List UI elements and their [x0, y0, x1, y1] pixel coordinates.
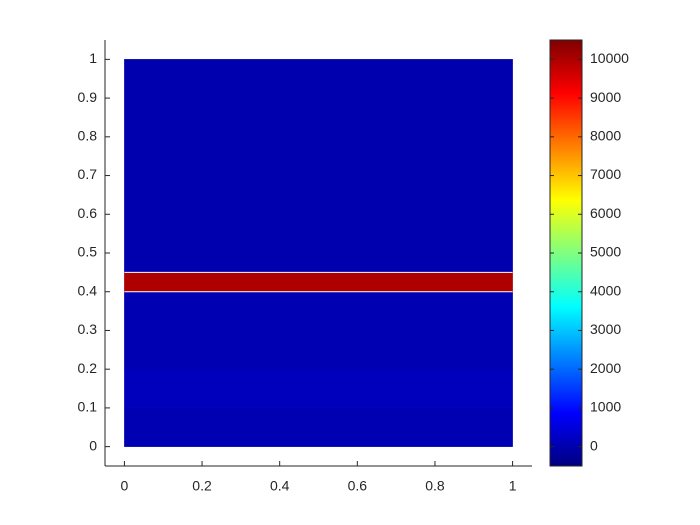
y-tick-label: 0.5: [78, 244, 98, 260]
x-tick-label: 0: [121, 478, 129, 494]
x-tick-label: 1: [509, 478, 517, 494]
y-tick-label: 0.1: [78, 399, 98, 415]
y-tick-label: 0.9: [78, 89, 98, 105]
y-tick-label: 0.6: [78, 205, 98, 221]
heat-band: [124, 291, 513, 370]
y-tick-label: 0.4: [78, 282, 98, 298]
heat-band: [124, 59, 513, 273]
y-tick-label: 0.7: [78, 166, 98, 182]
colorbar-tick-label: 3000: [590, 321, 621, 337]
x-tick-label: 0.6: [348, 478, 368, 494]
y-tick-label: 0.3: [78, 321, 98, 337]
y-tick-label: 1: [89, 50, 97, 66]
colorbar-tick-label: 1000: [590, 399, 621, 415]
y-tick-label: 0.2: [78, 360, 98, 376]
heat-band: [124, 368, 513, 409]
colorbar-tick-label: 6000: [590, 205, 621, 221]
colorbar: [549, 39, 583, 467]
x-tick-label: 0.8: [425, 478, 445, 494]
y-tick-label: 0: [89, 437, 97, 453]
y-tick-label: 0.8: [78, 128, 98, 144]
heat-band: [124, 272, 513, 292]
colorbar-tick-label: 5000: [590, 244, 621, 260]
colorbar-tick-label: 8000: [590, 128, 621, 144]
x-tick-label: 0.2: [192, 478, 212, 494]
colorbar-tick-label: 4000: [590, 282, 621, 298]
x-tick-label: 0.4: [270, 478, 290, 494]
heat-band: [124, 407, 513, 447]
colorbar-tick-label: 7000: [590, 166, 621, 182]
colorbar-tick-label: 9000: [590, 89, 621, 105]
colorbar-tick-label: 10000: [590, 50, 629, 66]
colorbar-tick-label: 2000: [590, 360, 621, 376]
colorbar-tick-label: 0: [590, 437, 598, 453]
